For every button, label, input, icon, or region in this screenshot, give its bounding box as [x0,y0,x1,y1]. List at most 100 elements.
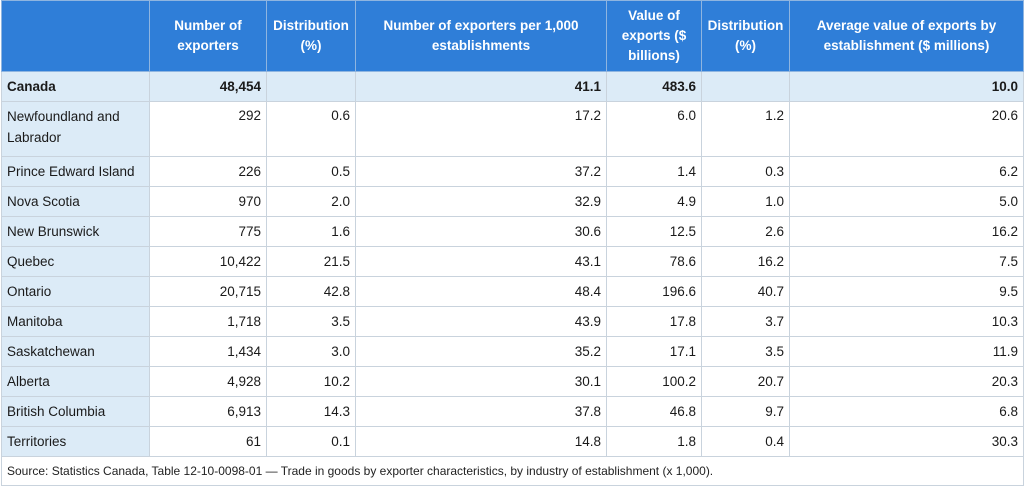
cell-value-of-exports: 100.2 [606,366,702,397]
row-label: Ontario [1,276,150,307]
table-row: Newfoundland and Labrador 292 0.6 17.2 6.0 1.… [1,101,1024,157]
cell-average-value: 10.0 [789,71,1024,102]
cell-number-of-exporters: 292 [149,101,267,157]
cell-value-of-exports: 12.5 [606,216,702,247]
row-label: British Columbia [1,396,150,427]
cell-exporters-per-1000: 17.2 [355,101,607,157]
cell-value-of-exports: 1.4 [606,156,702,187]
row-label: Newfoundland and Labrador [1,101,150,157]
cell-value-of-exports: 17.1 [606,336,702,367]
cell-exporters-per-1000: 37.8 [355,396,607,427]
header-distribution-exporters: Distribution (%) [266,0,356,72]
cell-distribution-value: 2.6 [701,216,790,247]
cell-average-value: 20.6 [789,101,1024,157]
cell-average-value: 30.3 [789,426,1024,457]
cell-distribution-exporters: 0.6 [266,101,356,157]
cell-average-value: 6.2 [789,156,1024,187]
cell-average-value: 6.8 [789,396,1024,427]
cell-distribution-value: 0.3 [701,156,790,187]
row-label: Manitoba [1,306,150,337]
row-label: Quebec [1,246,150,277]
row-label: Alberta [1,366,150,397]
cell-average-value: 20.3 [789,366,1024,397]
cell-average-value: 9.5 [789,276,1024,307]
cell-distribution-value: 3.5 [701,336,790,367]
cell-average-value: 11.9 [789,336,1024,367]
cell-value-of-exports: 1.8 [606,426,702,457]
table-row: Prince Edward Island 226 0.5 37.2 1.4 0.3 6.2 [1,156,1024,187]
header-average-value: Average value of exports by establishmen… [789,0,1024,72]
cell-exporters-per-1000: 14.8 [355,426,607,457]
cell-distribution-exporters: 3.5 [266,306,356,337]
header-exporters-per-1000: Number of exporters per 1,000 establishm… [355,0,607,72]
cell-exporters-per-1000: 43.1 [355,246,607,277]
cell-exporters-per-1000: 30.6 [355,216,607,247]
cell-average-value: 5.0 [789,186,1024,217]
cell-value-of-exports: 483.6 [606,71,702,102]
table-row: Saskatchewan 1,434 3.0 35.2 17.1 3.5 11.9 [1,336,1024,367]
cell-number-of-exporters: 4,928 [149,366,267,397]
cell-distribution-exporters: 3.0 [266,336,356,367]
cell-exporters-per-1000: 37.2 [355,156,607,187]
cell-number-of-exporters: 48,454 [149,71,267,102]
cell-distribution-exporters: 0.1 [266,426,356,457]
cell-average-value: 16.2 [789,216,1024,247]
cell-distribution-exporters: 42.8 [266,276,356,307]
source-row: Source: Statistics Canada, Table 12-10-0… [1,456,1024,486]
cell-number-of-exporters: 20,715 [149,276,267,307]
cell-value-of-exports: 196.6 [606,276,702,307]
table-row: Manitoba 1,718 3.5 43.9 17.8 3.7 10.3 [1,306,1024,337]
cell-value-of-exports: 6.0 [606,101,702,157]
row-label: Saskatchewan [1,336,150,367]
cell-exporters-per-1000: 30.1 [355,366,607,397]
cell-number-of-exporters: 10,422 [149,246,267,277]
cell-exporters-per-1000: 41.1 [355,71,607,102]
table-row: Territories 61 0.1 14.8 1.8 0.4 30.3 [1,426,1024,457]
row-label: Canada [1,71,150,102]
cell-value-of-exports: 4.9 [606,186,702,217]
row-label: Prince Edward Island [1,156,150,187]
table-row: British Columbia 6,913 14.3 37.8 46.8 9.7 6.8 [1,396,1024,427]
cell-number-of-exporters: 1,718 [149,306,267,337]
cell-value-of-exports: 17.8 [606,306,702,337]
cell-exporters-per-1000: 43.9 [355,306,607,337]
cell-distribution-exporters: 21.5 [266,246,356,277]
header-value-of-exports: Value of exports ($ billions) [606,0,702,72]
cell-distribution-exporters: 10.2 [266,366,356,397]
cell-exporters-per-1000: 32.9 [355,186,607,217]
header-number-of-exporters: Number of exporters [149,0,267,72]
cell-distribution-value [701,71,790,102]
table-row: Quebec 10,422 21.5 43.1 78.6 16.2 7.5 [1,246,1024,277]
cell-distribution-exporters: 14.3 [266,396,356,427]
cell-value-of-exports: 46.8 [606,396,702,427]
cell-distribution-exporters [266,71,356,102]
cell-distribution-exporters: 2.0 [266,186,356,217]
header-distribution-value: Distribution (%) [701,0,790,72]
cell-distribution-value: 20.7 [701,366,790,397]
cell-number-of-exporters: 970 [149,186,267,217]
cell-distribution-value: 16.2 [701,246,790,277]
cell-distribution-exporters: 0.5 [266,156,356,187]
cell-exporters-per-1000: 48.4 [355,276,607,307]
cell-distribution-value: 9.7 [701,396,790,427]
header-row: Number of exporters Distribution (%) Num… [1,0,1024,72]
cell-number-of-exporters: 226 [149,156,267,187]
cell-distribution-value: 3.7 [701,306,790,337]
row-label: Nova Scotia [1,186,150,217]
row-label: New Brunswick [1,216,150,247]
total-row: Canada 48,454 41.1 483.6 10.0 [1,71,1024,102]
cell-average-value: 10.3 [789,306,1024,337]
cell-value-of-exports: 78.6 [606,246,702,277]
cell-number-of-exporters: 775 [149,216,267,247]
row-label: Territories [1,426,150,457]
table-row: Ontario 20,715 42.8 48.4 196.6 40.7 9.5 [1,276,1024,307]
cell-number-of-exporters: 1,434 [149,336,267,367]
cell-distribution-value: 1.0 [701,186,790,217]
table-row: New Brunswick 775 1.6 30.6 12.5 2.6 16.2 [1,216,1024,247]
cell-number-of-exporters: 61 [149,426,267,457]
cell-distribution-value: 1.2 [701,101,790,157]
cell-number-of-exporters: 6,913 [149,396,267,427]
table-row: Alberta 4,928 10.2 30.1 100.2 20.7 20.3 [1,366,1024,397]
table-row: Nova Scotia 970 2.0 32.9 4.9 1.0 5.0 [1,186,1024,217]
